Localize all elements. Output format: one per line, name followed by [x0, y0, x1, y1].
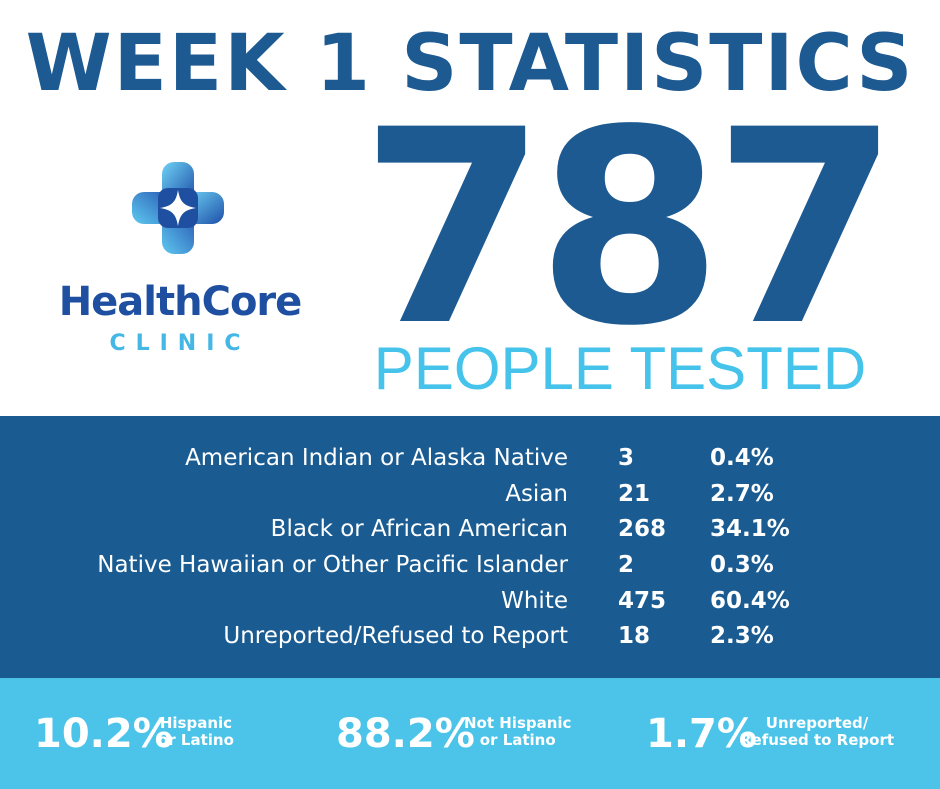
ethnicity-item-not-hispanic: 88.2% Not Hispanic or Latino	[300, 678, 620, 789]
people-tested-count: 787	[360, 73, 899, 385]
people-tested-label: PEOPLE TESTED	[373, 335, 867, 402]
stat-label: Native Hawaiian or Other Pacific Islande…	[97, 552, 568, 578]
stat-count: 3	[618, 445, 635, 471]
ethnicity-percent: 10.2%	[34, 711, 173, 757]
stat-count: 2	[618, 552, 635, 578]
stat-percent: 2.7%	[710, 481, 774, 507]
stat-row: Black or African American 268 34.1%	[0, 511, 940, 547]
stat-percent: 34.1%	[710, 516, 790, 542]
ethnicity-label: Unreported/ Refused to Report	[740, 715, 894, 749]
ethnicity-label-line2: or Latino	[158, 731, 234, 749]
stat-count: 475	[618, 588, 667, 614]
ethnicity-label: Not Hispanic or Latino	[464, 715, 571, 749]
stat-percent: 0.3%	[710, 552, 774, 578]
stat-count: 18	[618, 623, 651, 649]
race-stats-panel: American Indian or Alaska Native 3 0.4% …	[0, 416, 940, 678]
stat-row: American Indian or Alaska Native 3 0.4%	[0, 440, 940, 476]
stat-label: White	[501, 588, 568, 614]
page-title: WEEK 1 STATISTICS	[25, 19, 915, 109]
ethnicity-label-line1: Hispanic	[159, 714, 233, 732]
stat-percent: 2.3%	[710, 623, 774, 649]
stat-label: American Indian or Alaska Native	[185, 445, 568, 471]
stat-percent: 0.4%	[710, 445, 774, 471]
stat-row: White 475 60.4%	[0, 583, 940, 619]
ethnicity-item-hispanic: 10.2% Hispanic or Latino	[0, 678, 300, 789]
ethnicity-label-line2: Refused to Report	[740, 731, 895, 749]
stat-count: 21	[618, 481, 651, 507]
stat-count: 268	[618, 516, 667, 542]
stat-label: Asian	[505, 481, 568, 507]
stat-label: Black or African American	[270, 516, 568, 542]
ethnicity-percent: 88.2%	[336, 711, 475, 757]
ethnicity-label-line1: Unreported/	[765, 714, 869, 732]
ethnicity-item-unreported: 1.7% Unreported/ Refused to Report	[620, 678, 940, 789]
ethnicity-label: Hispanic or Latino	[158, 715, 234, 749]
ethnicity-label-line2: or Latino	[479, 731, 556, 749]
ethnicity-panel: 10.2% Hispanic or Latino 88.2% Not Hispa…	[0, 678, 940, 789]
ethnicity-label-line1: Not Hispanic	[464, 714, 572, 732]
brand-name: HealthCore	[58, 279, 303, 325]
ethnicity-percent: 1.7%	[646, 711, 757, 757]
healthcore-logo: HealthCore CLINIC	[40, 160, 320, 360]
brand-subtitle: CLINIC	[109, 331, 251, 356]
stat-row: Asian 21 2.7%	[0, 476, 940, 512]
stat-label: Unreported/Refused to Report	[223, 623, 568, 649]
medical-cross-icon	[132, 162, 224, 254]
stat-row: Native Hawaiian or Other Pacific Islande…	[0, 547, 940, 583]
stat-percent: 60.4%	[710, 588, 790, 614]
stat-row: Unreported/Refused to Report 18 2.3%	[0, 618, 940, 654]
